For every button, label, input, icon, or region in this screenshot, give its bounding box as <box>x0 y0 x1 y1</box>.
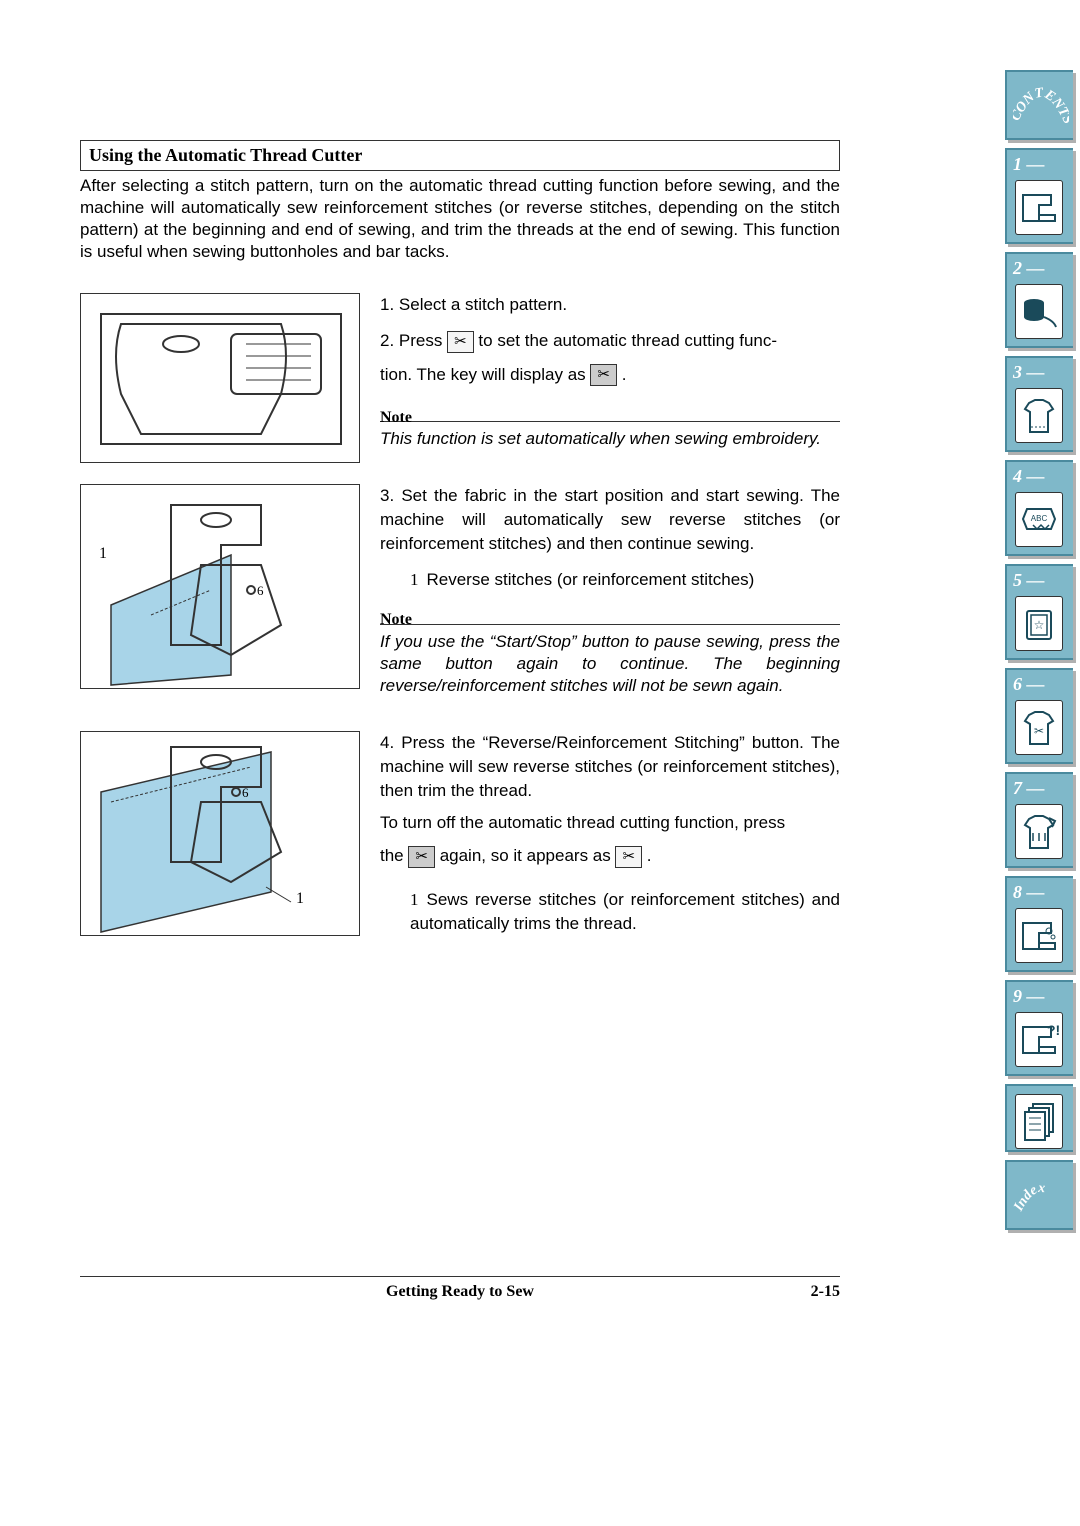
illustration-fabric-start: 6 1 <box>80 484 360 689</box>
step-3: 3. Set the fabric in the start position … <box>380 484 840 555</box>
scissor-key-active-icon: ✂ <box>590 364 617 386</box>
svg-text:6: 6 <box>242 785 249 800</box>
left-col-2: 6 1 <box>80 484 360 713</box>
svg-text:☆: ☆ <box>1034 618 1045 632</box>
abc-tag-icon: ABC <box>1015 492 1063 547</box>
step-1-text: Select a stitch pattern. <box>399 295 567 314</box>
scissor-key-icon: ✂ <box>447 331 474 353</box>
note-label-1: Note <box>380 407 422 429</box>
fabric-start-svg: 6 <box>81 485 361 690</box>
tab-num-4: 4 <box>1013 466 1022 486</box>
chapter-tab-7[interactable]: 7 — <box>1005 772 1073 868</box>
left-col-3: 6 1 <box>80 731 360 936</box>
step-2b: to set the automatic thread cutting func… <box>478 331 777 350</box>
illustration-machine-head <box>80 293 360 463</box>
tab-num-9: 9 <box>1013 986 1022 1006</box>
right-col-2: 3. Set the fabric in the start position … <box>380 484 840 713</box>
sewing-machine-icon <box>1015 180 1063 235</box>
step-4c: the <box>380 846 404 865</box>
star-card-icon: ☆ <box>1015 596 1063 651</box>
note-2-text: If you use the “Start/Stop” button to pa… <box>380 631 840 697</box>
scissor-key-icon-2: ✂ <box>615 846 642 868</box>
svg-text:CONTENTS: CONTENTS <box>1013 85 1069 126</box>
contents-label-icon: CONTENTS <box>1013 82 1069 132</box>
step-4a: Press the “Reverse/Reinforcement Stitchi… <box>380 733 840 800</box>
thread-spool-icon <box>1015 284 1063 339</box>
chapter-tab-4[interactable]: 4 — ABC <box>1005 460 1073 556</box>
step-4-sub: 1Sews reverse stitches (or reinforcement… <box>410 888 840 936</box>
svg-text:Index: Index <box>1013 1181 1045 1215</box>
callout-1a: 1 <box>99 545 107 563</box>
step-4: 4. Press the “Reverse/Reinforcement Stit… <box>380 731 840 868</box>
svg-text:✂: ✂ <box>1034 724 1044 738</box>
block-3: 6 1 4. Press the “Reverse/Reinforcement … <box>80 731 840 936</box>
tab-num-2: 2 <box>1013 258 1022 278</box>
chapter-tab-6[interactable]: 6 — ✂ <box>1005 668 1073 764</box>
step-4b: To turn off the automatic thread cutting… <box>380 811 840 835</box>
tab-num-8: 8 <box>1013 882 1022 902</box>
tab-num-3: 3 <box>1013 362 1022 382</box>
scissor-key-active-icon-2: ✂ <box>408 846 435 868</box>
illustration-fabric-end: 6 1 <box>80 731 360 936</box>
footer-title: Getting Ready to Sew <box>386 1283 534 1300</box>
step-3-sub: 1Reverse stitches (or reinforcement stit… <box>410 568 840 592</box>
tab-num-7: 7 <box>1013 778 1022 798</box>
svg-text:ABC: ABC <box>1031 514 1048 523</box>
tab-num-5: 5 <box>1013 570 1022 590</box>
page-footer: Getting Ready to Sew 2-15 <box>80 1276 840 1301</box>
note-2-block: Note If you use the “Start/Stop” button … <box>380 607 840 697</box>
footer-page-number: 2-15 <box>811 1283 840 1301</box>
chapter-tab-1[interactable]: 1 — <box>1005 148 1073 244</box>
callout-1b: 1 <box>296 890 304 908</box>
chapter-tabs-sidebar: CONTENTS 1 — 2 — 3 — 4 — ABC 5 — ☆ 6 — ✂ <box>1005 70 1080 1238</box>
chapter-tab-9[interactable]: 9 — ?! <box>1005 980 1073 1076</box>
block-2: 6 1 3. Set the fabric in the start posit… <box>80 484 840 713</box>
index-tab[interactable]: Index <box>1005 1160 1073 1230</box>
note-1-text: This function is set automatically when … <box>380 428 840 450</box>
intro-paragraph: After selecting a stitch pattern, turn o… <box>80 175 840 263</box>
section-heading: Using the Automatic Thread Cutter <box>80 140 840 171</box>
chapter-tab-2[interactable]: 2 — <box>1005 252 1073 348</box>
step-4d: again, so it appears as <box>440 846 611 865</box>
step-3-text: Set the fabric in the start position and… <box>380 486 840 553</box>
left-col-1 <box>80 293 360 466</box>
page-content: Using the Automatic Thread Cutter After … <box>80 140 840 954</box>
svg-text:6: 6 <box>257 583 264 598</box>
svg-text:?!: ?! <box>1047 1022 1059 1038</box>
tab-num-1: 1 <box>1013 154 1022 174</box>
note-label-2: Note <box>380 609 422 631</box>
shirt-stitches-icon <box>1015 804 1063 859</box>
shirt-dotted-icon <box>1015 388 1063 443</box>
step-3-sub-text: Reverse stitches (or reinforcement stitc… <box>427 570 755 589</box>
step-4-sub-text: Sews reverse stitches (or reinforcement … <box>410 890 840 933</box>
index-label-icon: Index <box>1013 1172 1069 1222</box>
chapter-tab-3[interactable]: 3 — <box>1005 356 1073 452</box>
block-1: 1. Select a stitch pattern. 2. Press ✂ t… <box>80 293 840 466</box>
note-1-block: Note This function is set automatically … <box>380 405 840 450</box>
tab-num-6: 6 <box>1013 674 1022 694</box>
chapter-tab-5[interactable]: 5 — ☆ <box>1005 564 1073 660</box>
step-2c: tion. The key will display as <box>380 365 586 384</box>
contents-tab[interactable]: CONTENTS <box>1005 70 1073 140</box>
sewing-machine-question-icon: ?! <box>1015 1012 1063 1067</box>
step-2: 2. Press ✂ to set the automatic thread c… <box>380 329 840 387</box>
shirt-scissor-icon: ✂ <box>1015 700 1063 755</box>
step-2a: Press <box>399 331 442 350</box>
step-1: 1. Select a stitch pattern. <box>380 293 840 317</box>
sewing-head-svg <box>81 294 361 464</box>
appendix-tab[interactable] <box>1005 1084 1073 1152</box>
fabric-end-svg: 6 <box>81 732 361 937</box>
right-col-3: 4. Press the “Reverse/Reinforcement Stit… <box>380 731 840 936</box>
chapter-tab-8[interactable]: 8 — <box>1005 876 1073 972</box>
sewing-machine-embroidery-icon <box>1015 908 1063 963</box>
right-col-1: 1. Select a stitch pattern. 2. Press ✂ t… <box>380 293 840 466</box>
pages-icon <box>1015 1094 1063 1149</box>
